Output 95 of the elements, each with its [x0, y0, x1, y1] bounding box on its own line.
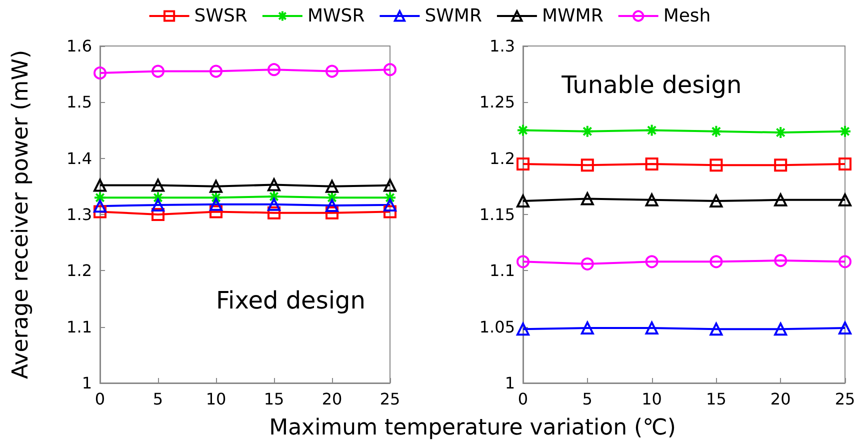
x-tick-label: 10: [206, 390, 226, 408]
point: [326, 191, 338, 204]
y-tick-label: 1.5: [66, 92, 92, 112]
point: [710, 255, 723, 268]
point: [645, 157, 658, 170]
point: [645, 193, 658, 206]
point: [516, 124, 530, 137]
point: [774, 158, 788, 172]
point: [326, 199, 338, 212]
x-tick-label: 15: [264, 390, 284, 408]
legend-label: Mesh: [663, 6, 711, 26]
point: [516, 157, 530, 170]
point: [384, 63, 396, 76]
point: [645, 321, 658, 334]
y-tick-label: 1: [504, 374, 515, 392]
x-tick-label: 25: [380, 390, 400, 408]
annotation: Fixed design: [216, 286, 366, 315]
point: [94, 178, 106, 192]
x-tick-label: 0: [518, 390, 528, 408]
point: [326, 64, 338, 78]
point: [774, 322, 788, 336]
point: [710, 158, 723, 172]
point: [268, 198, 280, 211]
y-tick-label: 1.15: [479, 205, 515, 224]
point: [516, 255, 530, 268]
point: [384, 191, 396, 204]
legend-label: SWSR: [194, 6, 248, 26]
point: [838, 157, 852, 170]
point: [774, 254, 788, 268]
point: [384, 178, 396, 192]
legend-label: MWMR: [542, 6, 604, 26]
point: [152, 208, 164, 221]
annotation: Tunable design: [560, 70, 742, 99]
x-tick-label: 5: [152, 390, 164, 408]
point: [384, 198, 396, 212]
point: [645, 255, 658, 268]
point: [774, 126, 788, 139]
point: [268, 190, 280, 204]
x-tick-label: 20: [770, 390, 791, 408]
y-tick-label: 1.2: [66, 261, 92, 280]
point: [710, 124, 723, 138]
y-tick-label: 1.6: [66, 36, 92, 56]
point: [268, 206, 280, 220]
point: [838, 124, 852, 138]
y-tick-label: 1.1: [490, 261, 515, 280]
point: [838, 321, 852, 334]
point: [210, 64, 222, 78]
x-tick-label: 20: [322, 390, 342, 408]
point: [580, 257, 594, 270]
point: [516, 322, 530, 336]
point: [152, 64, 164, 78]
x-tick-label: 0: [94, 390, 106, 408]
point: [94, 66, 106, 80]
point: [326, 206, 338, 220]
x-tick-label: 5: [582, 390, 592, 408]
y-tick-label: 1.4: [66, 148, 92, 168]
y-tick-label: 1.1: [66, 317, 92, 336]
point: [838, 193, 852, 206]
y-tick-label: 1.2: [490, 148, 515, 168]
x-tick-label: 10: [642, 390, 662, 408]
y-tick-label: 1.3: [490, 36, 515, 56]
point: [838, 255, 852, 268]
x-axis-title: Maximum temperature variation (℃): [269, 416, 676, 440]
point: [580, 192, 594, 206]
point: [774, 193, 788, 206]
point: [210, 198, 222, 211]
point: [94, 191, 106, 204]
point: [210, 205, 222, 218]
point: [152, 178, 164, 192]
legend-label: SWMR: [424, 6, 482, 26]
point: [268, 63, 280, 76]
point: [210, 191, 222, 204]
point: [152, 191, 164, 204]
point: [326, 180, 338, 193]
point: [580, 158, 594, 172]
y-tick-label: 1.25: [479, 92, 515, 112]
legend-label: MWSR: [307, 6, 365, 26]
point: [580, 321, 594, 334]
y-tick-label: 1.05: [479, 317, 515, 336]
point: [710, 194, 723, 208]
y-axis-title: Average receiver power (mW): [8, 50, 34, 380]
point: [580, 124, 594, 138]
point: [210, 180, 222, 193]
x-tick-label: 15: [706, 390, 726, 408]
point: [645, 124, 658, 137]
point: [710, 322, 723, 336]
y-tick-label: 1.3: [66, 205, 92, 224]
point: [152, 198, 164, 212]
point: [516, 194, 530, 208]
x-tick-label: 25: [834, 390, 856, 408]
point: [94, 200, 106, 213]
point: [384, 205, 396, 218]
y-tick-label: 1: [82, 374, 92, 392]
point: [268, 178, 280, 192]
point: [94, 205, 106, 218]
